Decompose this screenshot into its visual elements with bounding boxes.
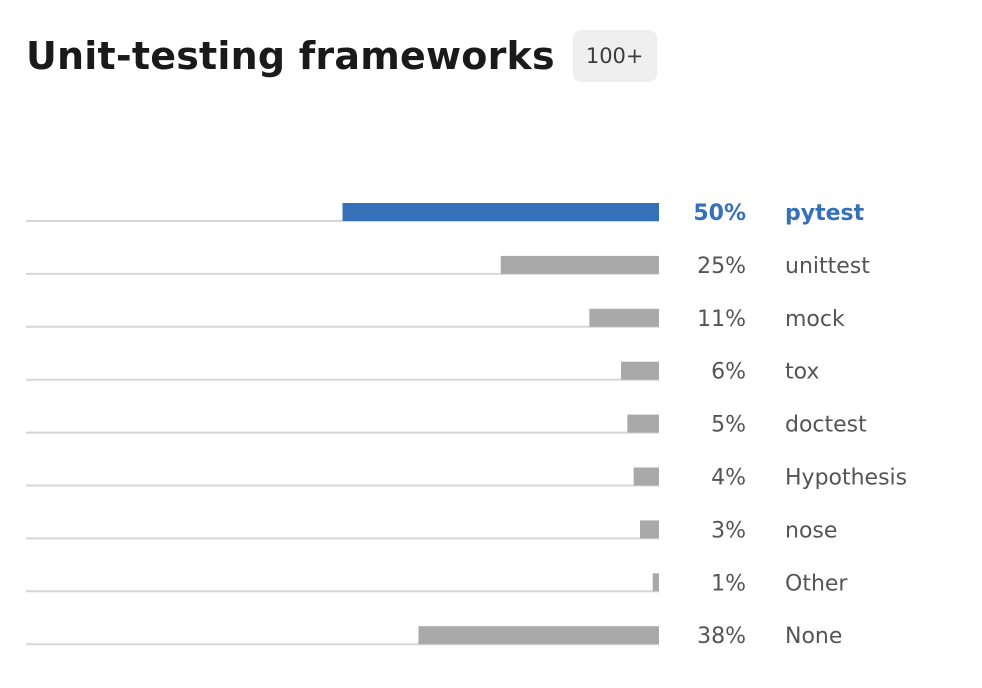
bar	[500, 255, 659, 274]
bar	[652, 573, 659, 592]
bar	[627, 414, 659, 433]
value-label: 5%	[711, 413, 746, 438]
value-label: 11%	[697, 307, 746, 332]
value-label: 3%	[711, 518, 746, 543]
category-label: pytest	[785, 201, 865, 226]
bar	[621, 361, 659, 380]
value-label: 4%	[711, 466, 746, 491]
value-label: 1%	[711, 571, 746, 596]
value-label: 25%	[697, 254, 746, 279]
category-label: Hypothesis	[785, 466, 907, 491]
category-label: nose	[785, 518, 837, 543]
bar	[418, 626, 659, 645]
bar	[633, 467, 659, 486]
category-label: None	[785, 624, 842, 649]
category-label: doctest	[785, 413, 867, 438]
value-label: 50%	[693, 201, 746, 226]
chart-title: Unit-testing frameworks	[26, 34, 555, 78]
bar	[342, 203, 659, 221]
value-label: 6%	[711, 360, 746, 385]
bar	[640, 520, 659, 539]
respondent-count-badge: 100+	[572, 30, 657, 82]
chart-header: Unit-testing frameworks 100+	[26, 30, 657, 82]
category-label: tox	[785, 360, 819, 385]
category-label: mock	[785, 307, 845, 332]
bar	[589, 308, 659, 327]
category-label: unittest	[785, 254, 870, 279]
value-label: 38%	[697, 624, 746, 649]
category-label: Other	[785, 571, 848, 596]
